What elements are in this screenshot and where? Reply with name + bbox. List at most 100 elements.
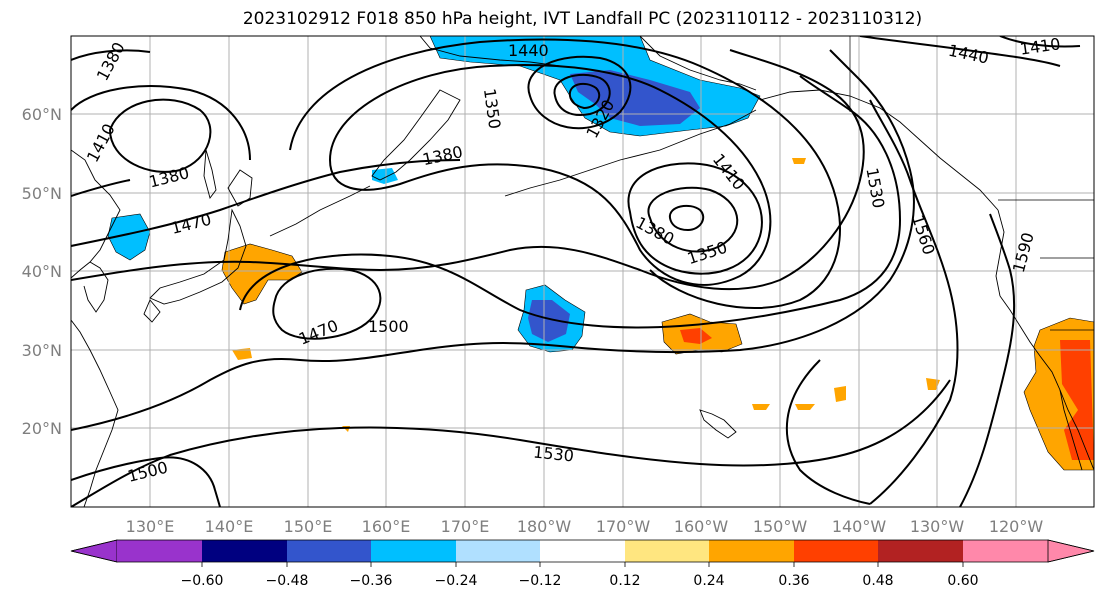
colorbar: −0.60 −0.48 −0.36 −0.24 −0.12 0.12 0.24 …: [70, 539, 1095, 589]
contour-label: 1530: [532, 442, 574, 465]
contour-label: 1440: [947, 41, 991, 68]
colorbar-tick-marks: [201, 562, 964, 567]
colorbar-tick-label: −0.48: [266, 573, 309, 589]
lon-label: 150°E: [284, 517, 333, 536]
colorbar-tick-label: 0.12: [609, 573, 640, 589]
colorbar-bin: [794, 540, 878, 562]
contour-1350-low: [553, 73, 611, 116]
lat-label: 30°N: [22, 341, 62, 360]
lon-label: 120°W: [989, 517, 1044, 536]
china-coast: [71, 319, 119, 507]
contour-label: 1410: [709, 150, 749, 194]
baja: [1059, 389, 1083, 471]
colorbar-tick-label: −0.12: [519, 573, 562, 589]
colorbar-bin: [371, 540, 456, 562]
contour-1410-west: [71, 179, 131, 197]
sakhalin: [203, 149, 217, 200]
lat-label: 50°N: [22, 184, 62, 203]
height-contours: [71, 36, 1081, 507]
contour-label: 1500: [368, 317, 409, 336]
ivt-shade-hawaii-east: [752, 404, 770, 410]
ivt-shade-california-inner: [1060, 340, 1094, 460]
lat-label: 40°N: [22, 262, 62, 281]
ivt-shade-hawaii-east2: [795, 404, 815, 410]
contour-label: 1530: [862, 166, 888, 209]
japan-kyushu: [143, 299, 161, 323]
colorbar-extend-low: [70, 539, 118, 563]
contour-1410-east: [999, 36, 1081, 48]
contour-1560-east: [869, 99, 959, 505]
japan-hokkaido: [227, 169, 253, 207]
contour-1410-main: [328, 64, 772, 286]
alaska-west: [639, 36, 757, 91]
colorbar-tick-label: −0.60: [181, 573, 224, 589]
contour-label: 1590: [1009, 230, 1038, 274]
map-title: 2023102912 F018 850 hPa height, IVT Land…: [242, 9, 923, 29]
ivt-shade-dot3: [792, 158, 806, 164]
japan-honshu: [149, 208, 247, 305]
lon-label: 130°W: [910, 517, 965, 536]
ivt-shade-dateline-inner: [528, 300, 570, 342]
colorbar-extend-high: [1047, 539, 1095, 563]
contour-1320: [568, 82, 601, 110]
aleutians: [504, 109, 757, 197]
colorbar-tick-label: 0.48: [862, 573, 893, 589]
contour-1380-asia: [71, 49, 151, 61]
contour-1590: [959, 213, 1016, 507]
ivt-shade-kamchatka: [372, 168, 398, 184]
hawaii: [699, 409, 737, 439]
asia-coast: [71, 149, 121, 279]
contour-1410-asia: [71, 85, 251, 161]
contour-1500-north: [71, 49, 865, 291]
ivt-positive-shading: [221, 158, 1094, 471]
contour-1350-second-low: [647, 186, 739, 253]
lat-label: 60°N: [22, 105, 62, 124]
contour-label: 1470: [296, 316, 341, 349]
colorbar-bin: [117, 540, 202, 562]
kamchatka: [371, 89, 461, 181]
contour-1440-east: [859, 36, 1061, 67]
contour-1530-main: [71, 49, 915, 431]
contour-1500-south: [71, 456, 221, 507]
contour-1380-second: [627, 162, 763, 275]
contour-label: 1410: [1019, 34, 1062, 58]
korea-coast: [83, 261, 109, 313]
contour-1320-second: [668, 204, 705, 232]
kurils: [269, 185, 371, 237]
contour-label: 1380: [147, 163, 191, 191]
us-coast: [999, 295, 1094, 471]
colorbar-tick-label: 0.60: [947, 573, 978, 589]
colorbar-bin: [878, 540, 963, 562]
contour-1560: [785, 359, 871, 505]
colorbar-bin: [287, 540, 371, 562]
borders: [849, 36, 1094, 331]
colorbar-bin: [456, 540, 540, 562]
bc-coast: [995, 209, 1005, 297]
ivt-shade-dot2: [926, 378, 940, 390]
contour-1470-low: [272, 267, 382, 340]
ivt-shade-bering-inner: [570, 70, 700, 126]
lon-label: 140°W: [832, 517, 887, 536]
lon-label: 170°W: [596, 517, 651, 536]
contour-label: 1350: [480, 87, 504, 130]
colorbar-tick-label: −0.36: [350, 573, 393, 589]
contour-label: 1560: [908, 213, 939, 258]
chukotka: [419, 36, 561, 67]
colorbar-tick-label: 0.36: [778, 573, 809, 589]
lon-label: 150°W: [753, 517, 808, 536]
ivt-shade-dot1: [834, 386, 846, 402]
colorbar-bin: [709, 540, 794, 562]
contour-label: 1380: [93, 39, 129, 84]
longitude-labels: 130°E 140°E 150°E 160°E 170°E 180°W 170°…: [126, 517, 1044, 536]
colorbar-bin: [202, 540, 287, 562]
contour-1440: [289, 38, 841, 310]
alaska-south: [759, 89, 999, 211]
colorbar-bin: [540, 540, 625, 562]
colorbar-bin: [963, 540, 1048, 562]
colorbar-tick-label: −0.24: [435, 573, 478, 589]
colorbar-tick-label: 0.24: [693, 573, 724, 589]
map-frame: [70, 35, 1095, 508]
contour-1500-low: [239, 75, 902, 329]
lon-label: 160°W: [674, 517, 729, 536]
